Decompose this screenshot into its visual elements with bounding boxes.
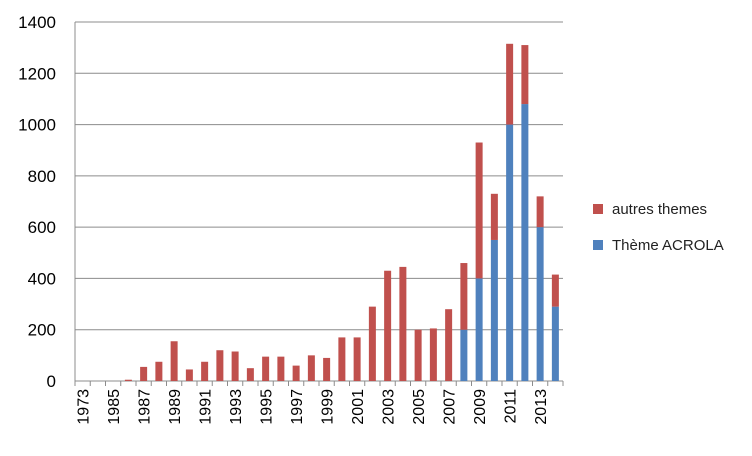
bar-autres-themes-1990	[185, 369, 193, 381]
x-tick-label-1991: 1991	[198, 389, 215, 425]
legend-swatch-theme-acrola	[593, 240, 603, 250]
bar-autres-themes-2000	[338, 337, 346, 381]
legend-swatch-autres-themes	[593, 204, 603, 214]
x-tick-label-1989: 1989	[167, 389, 184, 425]
bar-autres-themes-2009	[475, 142, 483, 279]
x-tick-label-1997: 1997	[289, 389, 306, 425]
bar-autres-themes-2014	[551, 274, 559, 307]
x-tick-label-2007: 2007	[442, 389, 459, 425]
bar-theme-acrola-2009	[475, 278, 483, 381]
bar-theme-acrola-2013	[536, 227, 544, 381]
bar-theme-acrola-2011	[506, 124, 514, 382]
bar-autres-themes-2003	[384, 270, 392, 381]
legend-label-autres-themes: autres themes	[612, 200, 708, 218]
bar-autres-themes-1986	[124, 379, 132, 381]
legend-item-theme-acrola: Thème ACROLA	[593, 234, 724, 256]
y-tick-label-1200: 1200	[18, 64, 56, 83]
bar-autres-themes-1988	[155, 361, 163, 381]
bar-theme-acrola-2008	[460, 329, 468, 381]
legend-item-autres-themes: autres themes	[593, 198, 724, 220]
bar-autres-themes-2010	[490, 193, 498, 240]
y-tick-label-400: 400	[28, 269, 56, 288]
y-tick-label-1400: 1400	[18, 13, 56, 32]
legend-label-theme-acrola: Thème ACROLA	[612, 236, 724, 254]
y-tick-label-1000: 1000	[18, 116, 56, 135]
bar-theme-acrola-2010	[490, 239, 498, 381]
x-tick-label-1987: 1987	[137, 389, 154, 425]
bar-autres-themes-1991	[201, 361, 209, 381]
bar-autres-themes-1993	[231, 351, 239, 381]
bar-autres-themes-2001	[353, 337, 361, 381]
x-tick-label-2003: 2003	[381, 389, 398, 425]
bar-autres-themes-1989	[170, 341, 178, 381]
y-tick-label-800: 800	[28, 167, 56, 186]
bar-autres-themes-2004	[399, 266, 407, 381]
x-tick-label-2009: 2009	[472, 389, 489, 425]
y-tick-label-600: 600	[28, 218, 56, 237]
bar-autres-themes-1987	[140, 366, 148, 381]
x-tick-label-1999: 1999	[320, 389, 337, 425]
bar-autres-themes-2008	[460, 263, 468, 330]
bar-autres-themes-2012	[521, 45, 529, 105]
bar-autres-themes-1999	[323, 357, 331, 381]
x-tick-label-1995: 1995	[259, 389, 276, 425]
bar-autres-themes-2013	[536, 196, 544, 228]
bar-autres-themes-1994	[246, 368, 254, 381]
bar-autres-themes-1996	[277, 356, 285, 381]
bar-autres-themes-2007	[445, 309, 453, 381]
bar-autres-themes-1995	[262, 356, 270, 381]
bar-autres-themes-2005	[414, 329, 422, 381]
x-tick-label-1993: 1993	[228, 389, 245, 425]
x-tick-label-1985: 1985	[106, 389, 123, 425]
x-tick-label-2011: 2011	[503, 389, 520, 424]
legend: autres themes Thème ACROLA	[593, 198, 724, 270]
y-tick-label-0: 0	[47, 372, 56, 391]
bar-autres-themes-1998	[307, 355, 315, 381]
x-tick-label-1973: 1973	[76, 389, 93, 425]
bar-autres-themes-1997	[292, 365, 300, 381]
bar-autres-themes-2002	[368, 306, 376, 381]
bar-autres-themes-1992	[216, 350, 224, 381]
x-tick-label-2001: 2001	[350, 389, 367, 425]
x-tick-label-2005: 2005	[411, 389, 428, 425]
y-tick-label-200: 200	[28, 321, 56, 340]
bar-theme-acrola-2012	[521, 104, 529, 382]
bar-theme-acrola-2014	[551, 306, 559, 381]
bar-autres-themes-2011	[506, 43, 514, 125]
x-tick-label-2013: 2013	[533, 389, 550, 425]
bar-autres-themes-2006	[429, 328, 437, 381]
